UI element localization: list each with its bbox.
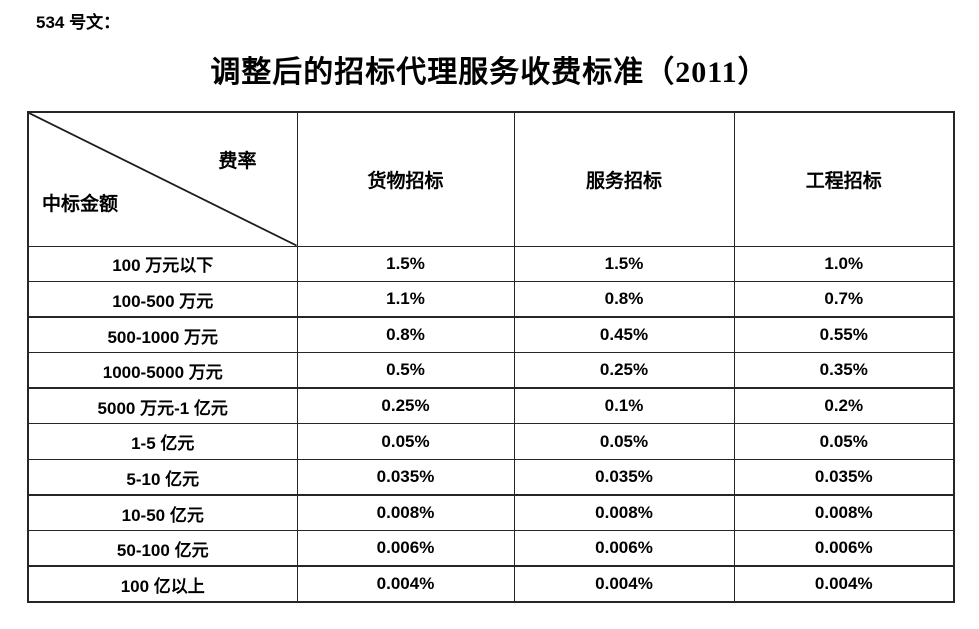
diagonal-divider [29, 113, 296, 245]
column-header-goods: 货物招标 [296, 111, 515, 247]
amount-cell: 100 亿以上 [27, 565, 298, 603]
table-row: 50-100 亿元 0.006% 0.006% 0.006% [27, 530, 955, 568]
rate-cell-service: 1.5% [513, 245, 735, 283]
rate-cell-service: 0.05% [513, 423, 735, 461]
rate-cell-goods: 1.5% [296, 245, 515, 283]
rate-cell-engineering: 0.035% [733, 459, 955, 497]
rate-cell-goods: 1.1% [296, 281, 515, 319]
rate-cell-goods: 0.05% [296, 423, 515, 461]
table-row: 5000 万元-1 亿元 0.25% 0.1% 0.2% [27, 387, 955, 425]
amount-cell: 1000-5000 万元 [27, 352, 298, 390]
rate-cell-goods: 0.008% [296, 494, 515, 532]
rate-cell-goods: 0.25% [296, 387, 515, 425]
rate-cell-service: 0.1% [513, 387, 735, 425]
table-row: 5-10 亿元 0.035% 0.035% 0.035% [27, 459, 955, 497]
rate-cell-engineering: 0.004% [733, 565, 955, 603]
column-header-engineering: 工程招标 [733, 111, 955, 247]
column-header-service: 服务招标 [513, 111, 735, 247]
corner-label-amount: 中标金额 [42, 193, 119, 215]
amount-cell: 100-500 万元 [27, 281, 298, 319]
table-row: 1000-5000 万元 0.5% 0.25% 0.35% [27, 352, 955, 390]
table-row: 100 万元以下 1.5% 1.5% 1.0% [27, 245, 955, 283]
rate-cell-engineering: 0.55% [733, 316, 955, 354]
table-row: 10-50 亿元 0.008% 0.008% 0.008% [27, 494, 955, 532]
amount-cell: 10-50 亿元 [27, 494, 298, 532]
amount-cell: 50-100 亿元 [27, 530, 298, 568]
rate-cell-service: 0.006% [513, 530, 735, 568]
rate-cell-engineering: 0.7% [733, 281, 955, 319]
rate-cell-engineering: 0.006% [733, 530, 955, 568]
rate-cell-service: 0.45% [513, 316, 735, 354]
rate-cell-service: 0.004% [513, 565, 735, 603]
amount-cell: 100 万元以下 [27, 245, 298, 283]
rate-cell-engineering: 1.0% [733, 245, 955, 283]
amount-cell: 500-1000 万元 [27, 316, 298, 354]
page-title: 调整后的招标代理服务收费标准（2011） [210, 56, 769, 89]
rate-cell-engineering: 0.35% [733, 352, 955, 390]
rate-cell-goods: 0.8% [296, 316, 515, 354]
rate-cell-engineering: 0.2% [733, 387, 955, 425]
rate-cell-goods: 0.004% [296, 565, 515, 603]
amount-cell: 5000 万元-1 亿元 [27, 387, 298, 425]
table-row: 100-500 万元 1.1% 0.8% 0.7% [27, 281, 955, 319]
rate-cell-service: 0.008% [513, 494, 735, 532]
table-row: 500-1000 万元 0.8% 0.45% 0.55% [27, 316, 955, 354]
rate-cell-service: 0.8% [513, 281, 735, 319]
header-row: 费率 中标金额 货物招标 服务招标 工程招标 [27, 111, 955, 247]
table-row: 100 亿以上 0.004% 0.004% 0.004% [27, 565, 955, 603]
rate-cell-goods: 0.035% [296, 459, 515, 497]
corner-label-rate: 费率 [218, 151, 257, 172]
amount-cell: 5-10 亿元 [27, 459, 298, 497]
rate-cell-engineering: 0.008% [733, 494, 955, 532]
rate-cell-goods: 0.006% [296, 530, 515, 568]
fee-table: 费率 中标金额 货物招标 服务招标 工程招标 100 万元以下 1.5% 1.5… [27, 111, 955, 603]
table-row: 1-5 亿元 0.05% 0.05% 0.05% [27, 423, 955, 461]
rate-cell-goods: 0.5% [296, 352, 515, 390]
corner-header-cell: 费率 中标金额 [27, 111, 298, 247]
amount-cell: 1-5 亿元 [27, 423, 298, 461]
doc-number-label: 534 号文： [36, 13, 121, 32]
rate-cell-engineering: 0.05% [733, 423, 955, 461]
rate-cell-service: 0.25% [513, 352, 735, 390]
rate-cell-service: 0.035% [513, 459, 735, 497]
